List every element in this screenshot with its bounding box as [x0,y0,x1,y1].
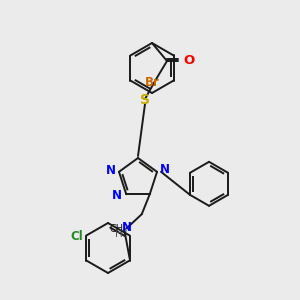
Text: Cl: Cl [70,230,83,243]
Text: O: O [183,55,194,68]
Text: N: N [160,163,170,176]
Text: S: S [140,93,150,107]
Text: N: N [106,164,116,177]
Text: N: N [112,189,122,202]
Text: CH₃: CH₃ [110,224,128,233]
Text: N: N [122,221,132,234]
Text: Br: Br [145,76,159,89]
Text: H: H [115,229,123,239]
